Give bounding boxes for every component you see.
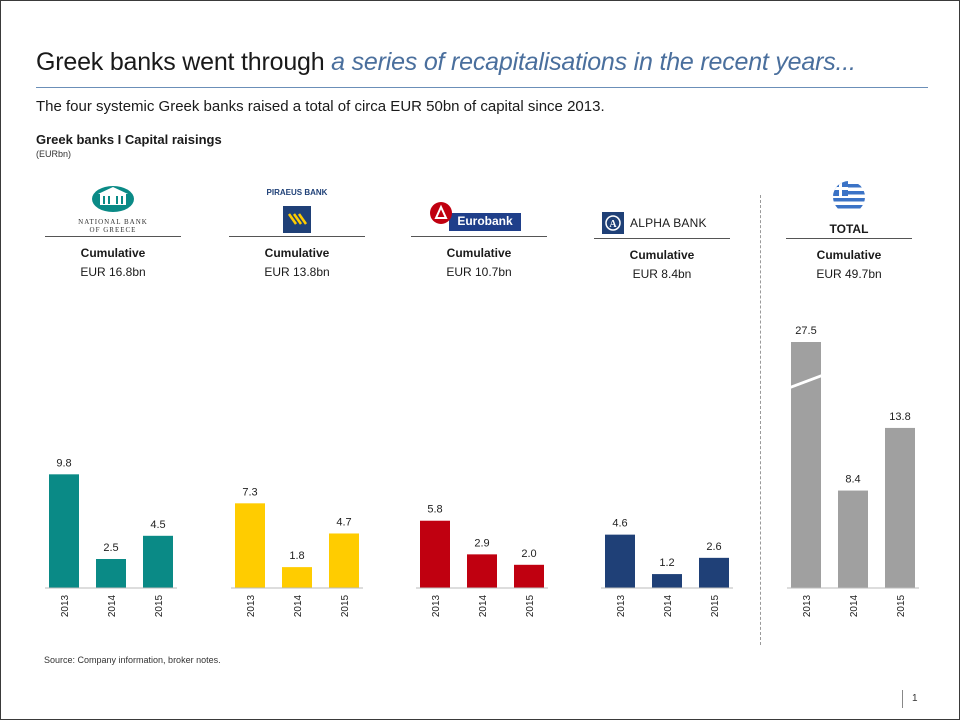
year-tick-label: 2015 [525, 594, 536, 617]
total-divider [760, 195, 761, 645]
bar-value-label: 2.5 [103, 542, 118, 554]
bar-value-label: 4.7 [336, 516, 351, 528]
bar-3-2014 [652, 574, 682, 588]
bar-3-2013 [605, 534, 635, 588]
year-tick-label: 2014 [849, 594, 860, 617]
total-logo: TOTAL [784, 180, 914, 238]
alpha-logo: A ALPHA BANK [592, 182, 732, 238]
bar-2-2013 [420, 520, 450, 588]
bar-value-label: 8.4 [845, 474, 860, 486]
bar-1-2013 [235, 503, 265, 588]
year-tick-label: 2013 [60, 594, 71, 617]
nbg-logo-line1: NATIONAL BANK [78, 218, 148, 226]
header-rule [45, 236, 181, 237]
bar-value-label: 2.9 [474, 537, 489, 549]
alpha-emblem-icon: A [602, 212, 624, 234]
cumulative-value: EUR 10.7bn [446, 265, 512, 279]
page-number: 1 [912, 693, 918, 704]
bar-1-2014 [282, 567, 312, 588]
piraeus-emblem-icon [283, 206, 311, 233]
bar-1-2015 [329, 533, 359, 588]
cumulative-label: Cumulative [264, 246, 330, 260]
bar-4-2015 [885, 427, 915, 588]
bar-2-2015 [514, 564, 544, 588]
bar-value-label: 9.8 [56, 457, 71, 469]
bar-value-label: 4.5 [150, 519, 165, 531]
nbg-logo: NATIONAL BANK OF GREECE [43, 180, 183, 236]
year-tick-label: 2015 [340, 594, 351, 617]
bar-4-2014 [838, 490, 868, 588]
nbg-emblem-icon [92, 186, 134, 212]
bar-value-label: 27.5 [795, 325, 816, 337]
cumulative-label: Cumulative [80, 246, 146, 260]
bar-value-label: 1.2 [659, 557, 674, 569]
piraeus-logo: PIRAEUS BANK [227, 180, 367, 236]
bar-value-label: 2.6 [706, 541, 721, 553]
eurobank-logo-text: Eurobank [457, 214, 513, 228]
year-tick-label: 2015 [710, 594, 721, 617]
slide-subtitle: The four systemic Greek banks raised a t… [36, 98, 605, 115]
year-tick-label: 2013 [616, 594, 627, 617]
page-separator [902, 690, 903, 708]
bar-0-2013 [49, 474, 79, 588]
header-rule [411, 236, 547, 237]
year-tick-label: 2013 [246, 594, 257, 617]
bank-header-nbg: NATIONAL BANK OF GREECE Cumulative EUR 1… [43, 180, 183, 279]
greece-flag-icon [833, 181, 865, 213]
bank-header-piraeus: PIRAEUS BANK Cumulative EUR 13.8bn [227, 180, 367, 279]
title-main: Greek banks went through [36, 48, 332, 76]
header-rule [229, 236, 365, 237]
header-rule [594, 238, 730, 239]
piraeus-logo-text: PIRAEUS BANK [266, 188, 328, 197]
bank-header-eurobank: Eurobank Cumulative EUR 10.7bn [409, 180, 549, 279]
bar-0-2015 [143, 535, 173, 588]
cumulative-label: Cumulative [629, 248, 695, 262]
bar-value-label: 1.8 [289, 550, 304, 562]
bar-value-label: 13.8 [889, 411, 910, 423]
year-tick-label: 2013 [802, 594, 813, 617]
bar-value-label: 4.6 [612, 518, 627, 530]
svg-text:A: A [609, 219, 617, 230]
slide-title: Greek banks went through a series of rec… [36, 48, 856, 77]
alpha-logo-text: ALPHA BANK [630, 216, 707, 230]
bank-header-total: TOTAL Cumulative EUR 49.7bn [784, 180, 914, 281]
bar-0-2014 [96, 559, 126, 588]
year-tick-label: 2015 [154, 594, 165, 617]
eurobank-logo: Eurobank [409, 180, 549, 236]
source-note: Source: Company information, broker note… [44, 655, 221, 665]
axis-break-mark [790, 374, 822, 389]
cumulative-value: EUR 13.8bn [264, 265, 330, 279]
total-label: TOTAL [829, 222, 869, 236]
chart-title: Greek banks I Capital raisings [36, 132, 222, 147]
bar-value-label: 2.0 [521, 548, 536, 560]
year-tick-label: 2014 [663, 594, 674, 617]
bar-value-label: 7.3 [242, 486, 257, 498]
title-highlight: a series of recapitalisations in the rec… [331, 48, 856, 76]
eurobank-emblem-icon [430, 202, 521, 231]
bar-2-2014 [467, 554, 497, 588]
cumulative-value: EUR 16.8bn [80, 265, 146, 279]
bar-value-label: 5.8 [427, 504, 442, 516]
year-tick-label: 2014 [478, 594, 489, 617]
year-tick-label: 2015 [896, 594, 907, 617]
year-tick-label: 2014 [293, 594, 304, 617]
cumulative-value: EUR 49.7bn [816, 267, 882, 281]
bar-3-2015 [699, 557, 729, 588]
chart-unit: (EURbn) [36, 149, 72, 159]
header-rule [786, 238, 912, 239]
cumulative-label: Cumulative [446, 246, 512, 260]
cumulative-value: EUR 8.4bn [632, 267, 692, 281]
title-underline [36, 87, 928, 88]
nbg-logo-line2: OF GREECE [89, 226, 137, 234]
year-tick-label: 2014 [107, 594, 118, 617]
bank-header-alpha: A ALPHA BANK Cumulative EUR 8.4bn [592, 182, 732, 281]
year-tick-label: 2013 [431, 594, 442, 617]
cumulative-label: Cumulative [816, 248, 882, 262]
